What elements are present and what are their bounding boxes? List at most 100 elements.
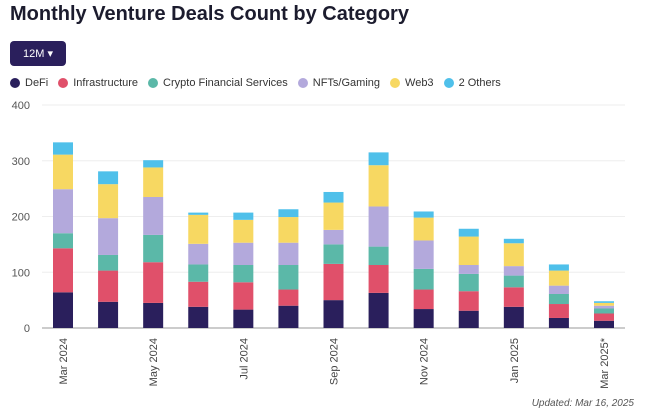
bar-segment — [368, 265, 389, 293]
range-label: 12M — [23, 47, 45, 60]
legend-swatch — [443, 78, 454, 88]
bar-segment — [413, 240, 434, 269]
bar-segment — [98, 218, 119, 255]
legend-item[interactable]: Crypto Financial Services — [148, 77, 288, 89]
bar-segment — [53, 142, 73, 155]
bar-segment — [548, 317, 569, 328]
bar-segment — [323, 263, 344, 301]
legend-item[interactable]: NFTs/Gaming — [297, 77, 380, 89]
legend-swatch — [390, 78, 401, 88]
bar-segment — [188, 306, 209, 328]
legend-label: Web3 — [405, 77, 434, 89]
bar-segment — [594, 302, 614, 306]
legend-label: 2 Others — [458, 77, 501, 89]
bar-segment — [458, 265, 479, 274]
bar-segment — [53, 233, 73, 249]
bar-segment — [458, 228, 479, 237]
bar-segment — [278, 305, 299, 328]
bar-segment — [188, 243, 209, 265]
bar-segment — [98, 301, 119, 328]
legend-item[interactable]: DeFi — [10, 77, 48, 89]
bar-segment — [233, 242, 254, 266]
bar-segment — [323, 244, 344, 264]
bar-segment — [413, 289, 434, 310]
bar-segment — [503, 275, 524, 288]
bar-segment — [143, 160, 164, 168]
legend-label: Crypto Financial Services — [163, 77, 288, 89]
bar-segment — [233, 265, 254, 283]
legend-swatch — [148, 78, 159, 88]
bar-segment — [503, 266, 524, 276]
legend-label: Infrastructure — [73, 77, 139, 89]
bar-segment — [53, 292, 73, 328]
bar-segment — [548, 293, 569, 305]
bar-segment — [458, 310, 479, 328]
legend-swatch — [10, 78, 20, 88]
bar-segment — [458, 291, 479, 311]
x-tick-label: Sep 2024 — [329, 338, 341, 385]
legend-label: DeFi — [25, 77, 49, 89]
updated-timestamp: Updated: Mar 16, 2025 — [531, 398, 634, 409]
bar-segment — [594, 313, 614, 321]
bar-segment — [548, 264, 569, 271]
y-tick-label: 400 — [12, 100, 30, 112]
y-tick-label: 300 — [12, 156, 30, 168]
bar-segment — [503, 306, 524, 328]
legend: DeFi Infrastructure Crypto Financial Servi… — [10, 77, 501, 89]
legend-item[interactable]: Web3 — [390, 77, 434, 89]
bar-segment — [278, 242, 299, 266]
x-tick-label: May 2024 — [148, 338, 160, 386]
bar-segment — [188, 212, 209, 215]
bar-segment — [503, 238, 524, 244]
chart-title: Monthly Venture Deals Count by Category — [10, 3, 409, 25]
legend-swatch — [58, 78, 69, 88]
x-tick-label: Nov 2024 — [419, 338, 431, 385]
bar-segment — [503, 243, 524, 267]
bar-segment — [548, 285, 569, 294]
bar-segment — [368, 292, 389, 328]
x-tick-label: Mar 2024 — [58, 338, 70, 384]
bar-segment — [278, 209, 299, 218]
bar-segment — [233, 212, 254, 220]
x-tick-label: Mar 2025* — [599, 337, 611, 388]
bar-segment — [594, 301, 614, 303]
bar-segment — [413, 309, 434, 328]
bar-segment — [368, 152, 389, 166]
bar-segment — [278, 217, 299, 243]
legend-item[interactable]: 2 Others — [443, 77, 501, 89]
bar-segment — [53, 248, 73, 293]
x-tick-label: Jan 2025 — [509, 338, 521, 383]
bar-segment — [458, 236, 479, 266]
bar-segment — [233, 219, 254, 243]
bar-segment — [323, 202, 344, 230]
bar-segment — [413, 217, 434, 241]
bar-segment — [594, 320, 614, 328]
bar-segment — [548, 304, 569, 318]
bar-segment — [368, 165, 389, 207]
bar-segment — [53, 154, 73, 190]
y-tick-label: 0 — [24, 323, 30, 335]
bar-segment — [233, 282, 254, 310]
y-tick-label: 200 — [12, 212, 30, 224]
bar-segment — [143, 167, 164, 197]
caret-down-icon: ▾ — [47, 48, 53, 60]
bar-segment — [188, 214, 209, 244]
legend-item[interactable]: Infrastructure — [58, 77, 138, 89]
bar-segment — [503, 287, 524, 307]
bar-segment — [98, 270, 119, 302]
bar-segment — [278, 265, 299, 290]
bar-segment — [278, 289, 299, 306]
bar-segment — [413, 211, 434, 218]
bar-segment — [368, 246, 389, 266]
bar-segment — [233, 309, 254, 328]
bar-segment — [413, 268, 434, 290]
bar-segment — [143, 262, 164, 303]
bar-segment — [368, 206, 389, 247]
legend-swatch — [297, 78, 308, 88]
bar-segment — [323, 300, 344, 328]
range-dropdown-button[interactable]: 12M ▾ — [10, 41, 66, 66]
bar-segment — [594, 308, 614, 314]
x-tick-label: Jul 2024 — [238, 338, 250, 380]
bar-segment — [323, 229, 344, 245]
